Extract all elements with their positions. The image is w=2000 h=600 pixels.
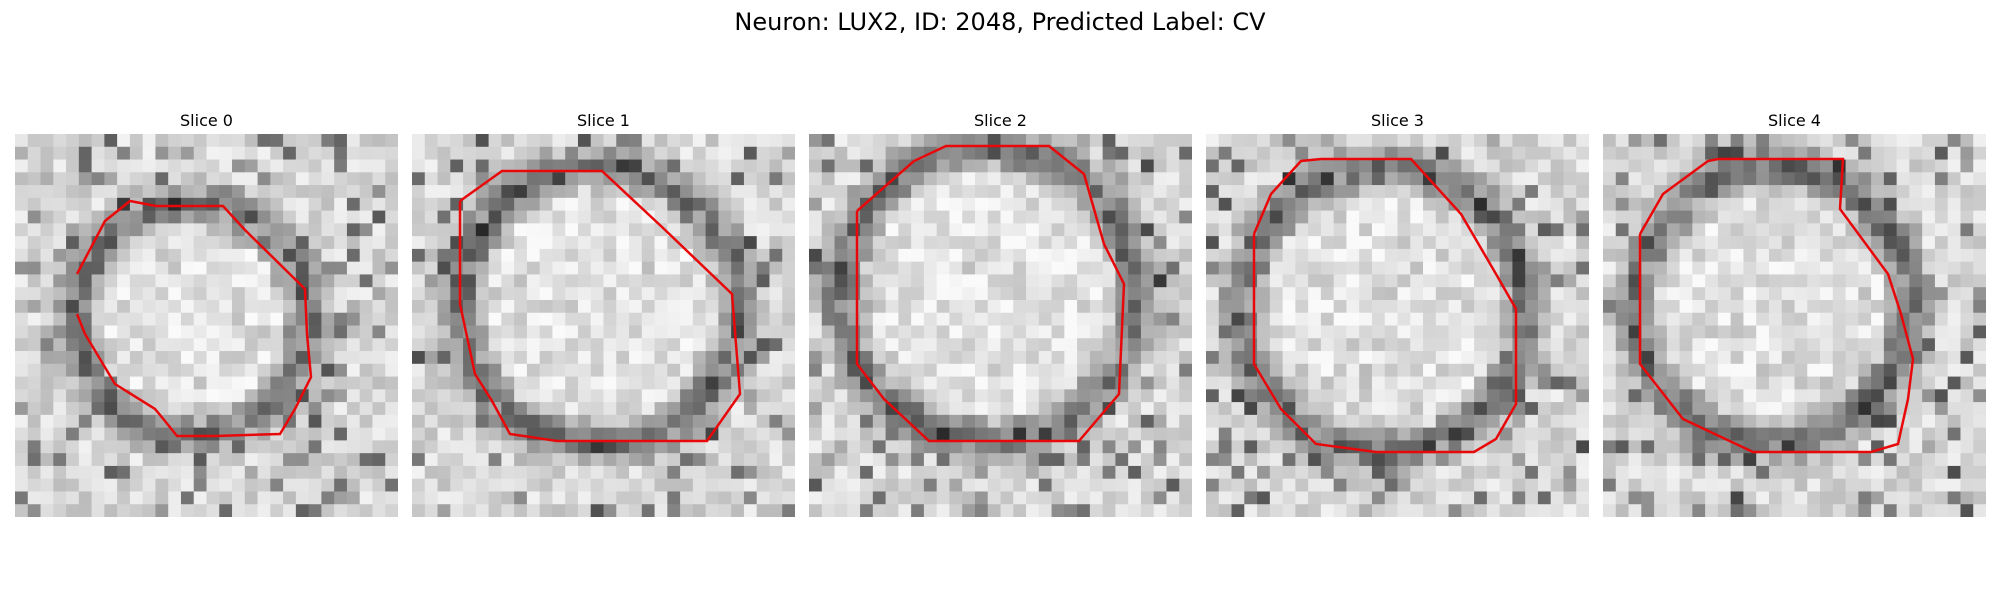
slice-panel-0: Slice 0 <box>15 108 398 517</box>
cell-contour <box>1638 157 1915 454</box>
grayscale-pixels <box>1603 134 1986 517</box>
slice-image-2 <box>809 134 1192 517</box>
slice-panel-3: Slice 3 <box>1206 108 1589 517</box>
slice-title-0: Slice 0 <box>180 111 233 130</box>
slice-image-3 <box>1206 134 1589 517</box>
cell-contour <box>855 144 1126 443</box>
grayscale-pixels <box>15 134 398 517</box>
slice-panel-4: Slice 4 <box>1603 108 1986 517</box>
slice-image-1 <box>412 134 795 517</box>
slice-image-0 <box>15 134 398 517</box>
cell-contour <box>458 169 742 443</box>
slice-title-2: Slice 2 <box>974 111 1027 130</box>
slice-panel-2: Slice 2 <box>809 108 1192 517</box>
slice-title-3: Slice 3 <box>1371 111 1424 130</box>
slice-title-4: Slice 4 <box>1768 111 1821 130</box>
grayscale-pixels <box>412 134 795 517</box>
cell-contour <box>1252 157 1518 454</box>
slice-panel-1: Slice 1 <box>412 108 795 517</box>
cell-contour <box>75 199 313 438</box>
slice-title-1: Slice 1 <box>577 111 630 130</box>
figure-title: Neuron: LUX2, ID: 2048, Predicted Label:… <box>734 8 1266 36</box>
slice-image-4 <box>1603 134 1986 517</box>
grayscale-pixels <box>809 134 1192 517</box>
grayscale-pixels <box>1206 134 1589 517</box>
